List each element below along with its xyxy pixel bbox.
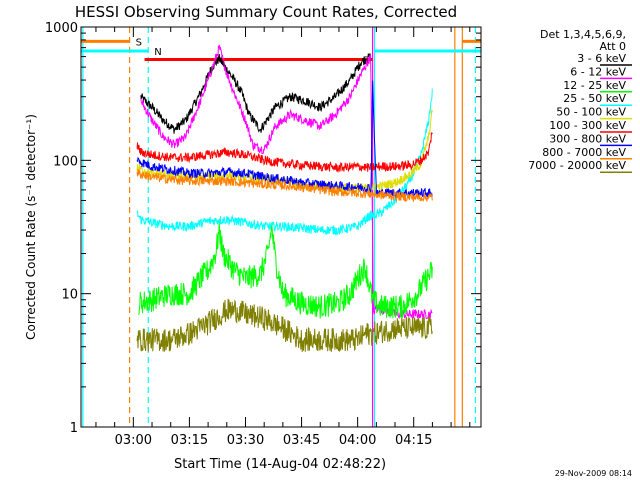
legend-header: Att 0 <box>600 40 626 53</box>
y-axis-label: Corrected Count Rate (s⁻¹ detector⁻¹) <box>24 114 38 340</box>
flag-label-F: F <box>363 56 369 67</box>
axes: 1 10 100 1000 03:00 03:15 03:30 03:45 04:00 04:15 <box>45 21 481 448</box>
legend-label: 6 - 12 keV <box>570 65 626 78</box>
series-line-2 <box>140 44 433 320</box>
series-line-1 <box>140 53 371 134</box>
x-axis-label: Start Time (14-Aug-04 02:48:22) <box>174 457 386 472</box>
series-line-9 <box>136 298 433 352</box>
series-line-6 <box>136 131 433 173</box>
x-tick-label: 04:00 <box>339 433 376 448</box>
x-tick-label: 03:15 <box>171 433 208 448</box>
x-tick-label: 04:15 <box>395 433 432 448</box>
series-line-8 <box>136 169 433 203</box>
y-tick-label: 1000 <box>45 21 78 36</box>
x-tick-label: 03:30 <box>227 433 264 448</box>
plot-frame <box>80 26 482 428</box>
series-line-4 <box>136 88 433 236</box>
legend-label: 12 - 25 keV <box>563 79 626 92</box>
x-tick-label: 03:45 <box>283 433 320 448</box>
y-tick-label: 100 <box>53 154 78 169</box>
legend-label: 50 - 100 keV <box>556 106 626 119</box>
chart-title: HESSI Observing Summary Count Rates, Cor… <box>75 3 457 21</box>
flag-label-S: S <box>136 37 142 48</box>
legend-label: 800 - 7000 keV <box>542 146 626 159</box>
legend-label: 25 - 50 keV <box>563 92 626 105</box>
footer-timestamp: 29-Nov-2009 08:14 <box>555 469 632 478</box>
flag-label-N: N <box>154 47 161 58</box>
legend-label: 100 - 300 keV <box>549 119 626 132</box>
legend-label: 3 - 6 keV <box>577 52 626 65</box>
x-tick-label: 03:00 <box>115 433 152 448</box>
legend-header: Det 1,3,4,5,6,9, <box>540 28 626 41</box>
series-line-3 <box>138 218 433 319</box>
legend-label: 300 - 800 keV <box>549 132 626 145</box>
legend-label: 7000 - 20000 keV <box>528 159 626 172</box>
y-tick-label: 10 <box>61 288 78 303</box>
y-tick-label: 1 <box>70 421 78 436</box>
